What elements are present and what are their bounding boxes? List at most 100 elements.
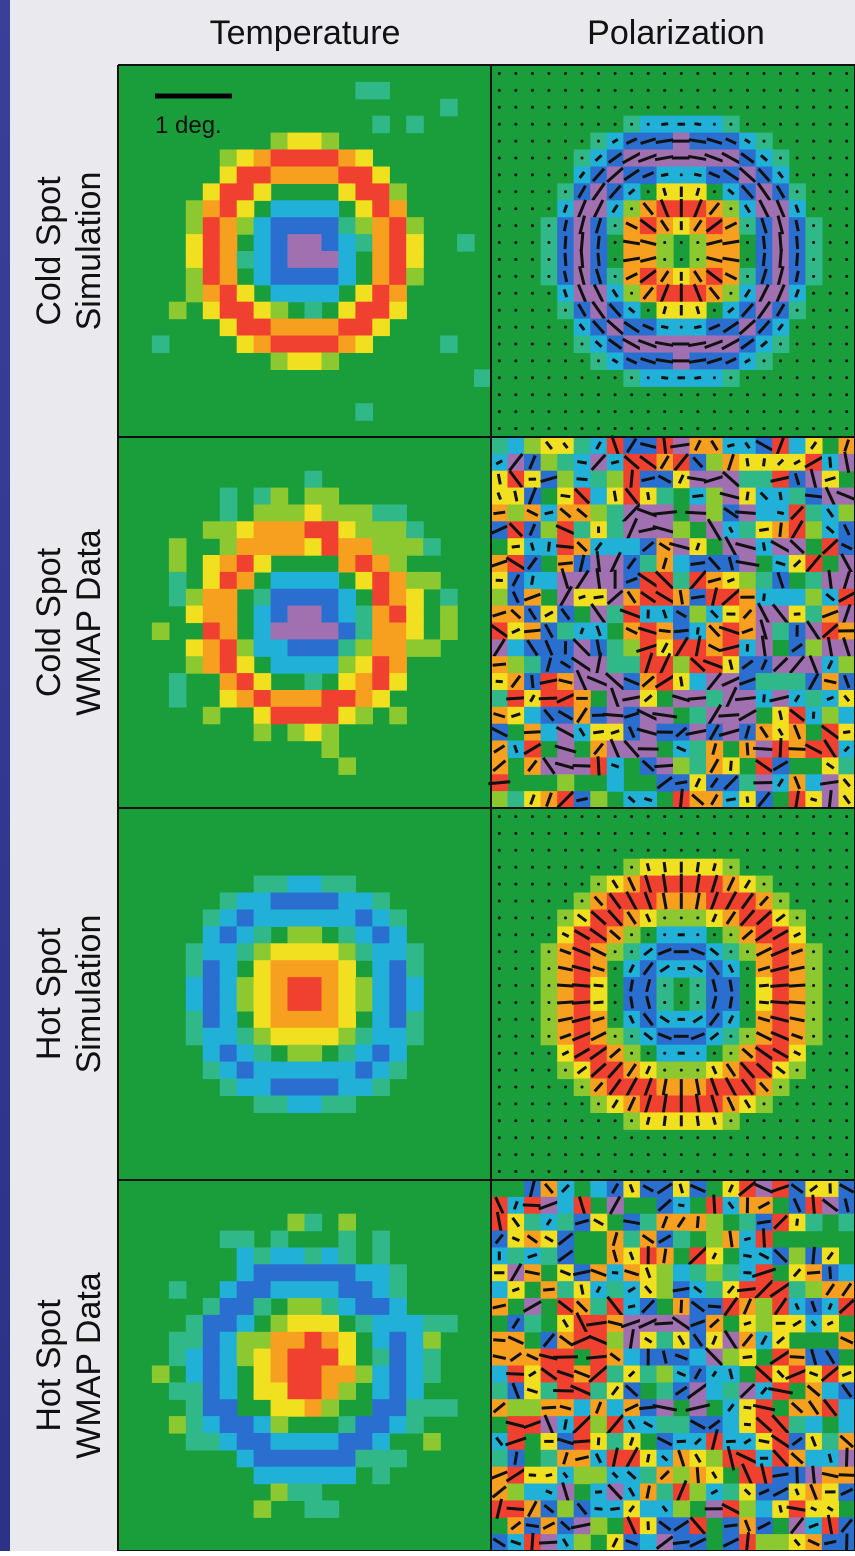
polarization-dot xyxy=(779,359,782,362)
polarization-dot xyxy=(514,292,517,295)
pixel xyxy=(254,724,272,742)
pixel xyxy=(389,555,407,573)
polarization-vector xyxy=(713,863,715,871)
pixel xyxy=(237,217,255,235)
polarization-vector xyxy=(598,253,599,266)
pixel xyxy=(220,1281,238,1299)
pixel xyxy=(237,251,255,269)
pixel xyxy=(169,1349,187,1367)
pixel xyxy=(389,251,407,269)
pixel xyxy=(706,1281,723,1299)
pixel xyxy=(271,690,289,708)
pixel xyxy=(372,1349,390,1367)
polarization-dot xyxy=(514,1018,517,1021)
pixel xyxy=(406,960,424,978)
polarization-dot xyxy=(680,916,683,919)
pixel xyxy=(203,926,221,944)
pixel xyxy=(169,1281,187,1299)
pixel xyxy=(338,505,356,523)
polarization-vector xyxy=(664,436,666,455)
polarization-dot xyxy=(796,410,799,413)
polarization-dot xyxy=(547,258,550,261)
pixel xyxy=(288,268,306,286)
polarization-dot xyxy=(514,224,517,227)
polarization-dot xyxy=(514,950,517,953)
pixel xyxy=(524,1214,541,1232)
pixel xyxy=(372,572,390,590)
pixel xyxy=(789,1281,806,1299)
pixel xyxy=(706,1231,723,1249)
pixel xyxy=(271,1264,289,1282)
polarization-vector xyxy=(631,980,633,992)
polarization-dot xyxy=(614,393,617,396)
pixel xyxy=(338,1231,356,1249)
pixel xyxy=(372,1416,390,1434)
polarization-dot xyxy=(498,72,501,75)
pixel xyxy=(607,1332,624,1350)
pixel xyxy=(805,690,822,708)
polarization-dot xyxy=(829,1018,832,1021)
polarization-dot xyxy=(564,900,567,903)
pixel xyxy=(557,454,574,472)
polarization-dot xyxy=(514,309,517,312)
polarization-dot xyxy=(547,376,550,379)
polarization-dot xyxy=(614,427,617,430)
pixel xyxy=(220,1399,238,1417)
pixel xyxy=(590,1180,607,1198)
polarization-dot xyxy=(680,1069,683,1072)
polarization-dot xyxy=(713,393,716,396)
pixel xyxy=(322,1264,340,1282)
polarization-dot xyxy=(531,984,534,987)
pixel xyxy=(271,977,289,995)
polarization-dot xyxy=(498,1170,501,1173)
polarization-vector xyxy=(664,1249,666,1263)
polarization-dot xyxy=(796,1170,799,1173)
pixel xyxy=(389,639,407,657)
pixel xyxy=(338,150,356,168)
polarization-vector xyxy=(780,711,782,720)
polarization-vector xyxy=(797,253,798,266)
polarization-vector xyxy=(506,698,525,699)
polarization-vector xyxy=(797,1219,798,1226)
polarization-dot xyxy=(514,376,517,379)
polarization-dot xyxy=(581,1136,584,1139)
polarization-vector xyxy=(647,863,649,871)
polarization-vector xyxy=(659,630,671,631)
polarization-dot xyxy=(796,427,799,430)
polarization-dot xyxy=(729,393,732,396)
pixel xyxy=(355,538,373,556)
pixel xyxy=(406,1011,424,1029)
polarization-dot xyxy=(531,900,534,903)
pixel xyxy=(607,606,624,624)
row-label: Hot Spot xyxy=(30,1299,68,1432)
polarization-vector xyxy=(829,1454,831,1463)
pixel xyxy=(322,521,340,539)
polarization-dot xyxy=(696,1069,699,1072)
polarization-dot xyxy=(547,1102,550,1105)
pixel xyxy=(372,1298,390,1316)
polarization-dot xyxy=(812,224,815,227)
polarization-dot xyxy=(796,173,799,176)
pixel xyxy=(338,1349,356,1367)
pixel xyxy=(322,353,340,371)
pixel xyxy=(271,876,289,894)
polarization-dot xyxy=(763,376,766,379)
polarization-dot xyxy=(796,326,799,329)
polarization-dot xyxy=(498,832,501,835)
polarization-dot xyxy=(514,427,517,430)
pixel xyxy=(203,217,221,235)
pixel xyxy=(237,1231,255,1249)
polarization-dot xyxy=(564,359,567,362)
pixel xyxy=(406,1382,424,1400)
pixel xyxy=(220,1332,238,1350)
polarization-dot xyxy=(713,309,716,312)
pixel xyxy=(237,285,255,303)
pixel xyxy=(271,319,289,337)
pixel xyxy=(607,774,624,792)
pixel xyxy=(288,1079,306,1097)
pixel xyxy=(169,589,187,607)
pixel xyxy=(220,893,238,911)
polarization-dot xyxy=(729,427,732,430)
polarization-dot xyxy=(696,393,699,396)
polarization-vector xyxy=(557,1002,574,1003)
